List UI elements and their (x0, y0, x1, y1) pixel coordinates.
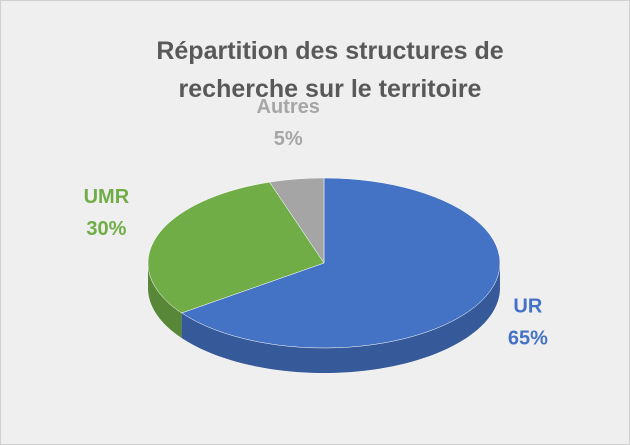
slice-side (181, 263, 500, 373)
value-label: 5% (274, 128, 303, 150)
category-label: UMR (84, 186, 130, 208)
category-label: Autres (257, 96, 320, 118)
slice (181, 177, 501, 349)
category-label: UR (513, 295, 542, 317)
value-label: 30% (86, 218, 126, 240)
slice-side (148, 263, 182, 338)
slice (147, 181, 325, 314)
value-label: 65% (508, 327, 548, 349)
slice (269, 177, 325, 264)
chart-title: Répartition des structures de recherche … (156, 37, 504, 103)
